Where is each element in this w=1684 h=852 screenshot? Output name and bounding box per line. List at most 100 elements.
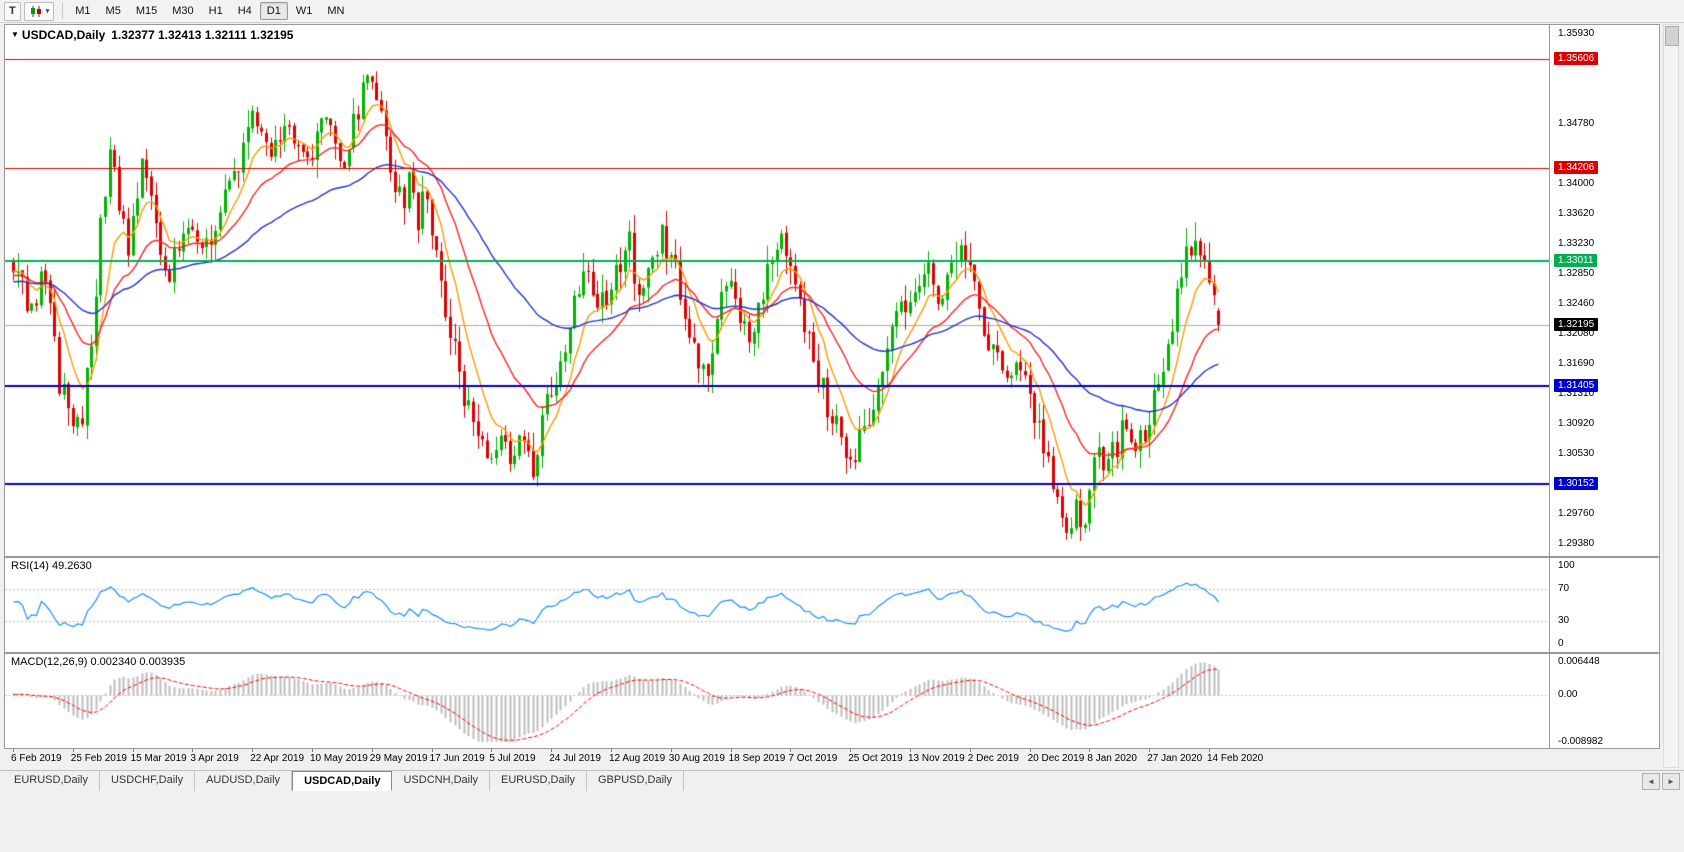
date-axis: 6 Feb 2019 25 Feb 2019 15 Mar 2019 3 Apr 20… bbox=[4, 749, 1660, 768]
date-tick bbox=[13, 749, 14, 752]
timeframe-button-m1[interactable]: M1 bbox=[75, 5, 91, 17]
date-tick bbox=[850, 749, 852, 752]
date-tick bbox=[371, 749, 373, 752]
price-tick-label: 1.31310 bbox=[1558, 387, 1595, 399]
rsi-axis: 100 70 30 0 bbox=[1549, 558, 1659, 652]
rsi-canvas[interactable] bbox=[5, 558, 1549, 652]
macd-canvas[interactable] bbox=[5, 654, 1549, 748]
date-tick bbox=[312, 749, 313, 752]
timeframe-button-h1[interactable]: H1 bbox=[208, 5, 223, 17]
symbol-t-button[interactable]: T bbox=[4, 1, 21, 21]
rsi-level-label: 0 bbox=[1558, 638, 1564, 649]
date-tick bbox=[192, 749, 194, 752]
price-tick-label: 1.30920 bbox=[1558, 418, 1595, 430]
macd-panel: MACD(12,26,9) 0.002340 0.003935 0.006448… bbox=[4, 653, 1660, 749]
date-label: 7 Oct 2019 bbox=[788, 753, 838, 764]
macd-level-label: 0.00 bbox=[1558, 689, 1578, 701]
date-label: 5 Jul 2019 bbox=[489, 753, 536, 764]
chart-tab-audusd[interactable]: AUDUSD,Daily bbox=[195, 771, 293, 791]
timeframe-button-mn[interactable]: MN bbox=[327, 5, 345, 17]
timeframe-button-m30[interactable]: M30 bbox=[172, 5, 194, 17]
toolbar-separator bbox=[62, 3, 64, 19]
rsi-level-label: 100 bbox=[1558, 560, 1575, 571]
price-tick-label: 1.34780 bbox=[1558, 117, 1595, 129]
date-label: 25 Oct 2019 bbox=[848, 753, 903, 764]
date-tick bbox=[431, 749, 433, 752]
bottom-tab-bar: EURUSD,Daily USDCHF,Daily AUDUSD,Daily USDC… bbox=[0, 770, 1684, 791]
macd-label: MACD(12,26,9) 0.002340 0.003935 bbox=[11, 656, 186, 668]
date-label: 13 Nov 2019 bbox=[908, 753, 965, 764]
rsi-level-label: 70 bbox=[1558, 583, 1570, 595]
price-tick-label: 1.30530 bbox=[1558, 448, 1595, 460]
date-tick bbox=[491, 749, 493, 752]
date-tick bbox=[611, 749, 612, 752]
date-label: 14 Feb 2020 bbox=[1207, 753, 1264, 764]
main-chart-panel: ▼ USDCAD,Daily 1.32377 1.32413 1.32111 1.3… bbox=[4, 24, 1660, 557]
date-tick bbox=[252, 749, 254, 752]
date-label: 20 Dec 2019 bbox=[1027, 753, 1085, 764]
date-tick bbox=[551, 749, 553, 752]
chart-tab-usdcnh[interactable]: USDCNH,Daily bbox=[392, 771, 491, 791]
tab-scroll-right-button[interactable]: ► bbox=[1662, 772, 1680, 790]
scrollbar-thumb[interactable] bbox=[1665, 26, 1679, 46]
timeframe-button-m5[interactable]: M5 bbox=[105, 5, 121, 17]
date-tick bbox=[1029, 749, 1031, 752]
date-label: 18 Sep 2019 bbox=[728, 753, 786, 764]
chart-tab-usdcad[interactable]: USDCAD,Daily bbox=[292, 771, 393, 791]
price-tick-label: 1.29760 bbox=[1558, 508, 1595, 520]
rsi-level-label: 30 bbox=[1558, 614, 1570, 626]
macd-axis: 0.006448 0.00 -0.008982 bbox=[1549, 654, 1659, 748]
chart-type-dropdown-button[interactable]: ▾ bbox=[23, 1, 55, 21]
timeframe-button-w1[interactable]: W1 bbox=[295, 5, 313, 17]
date-tick bbox=[72, 749, 74, 752]
chart-tab-usdchf[interactable]: USDCHF,Daily bbox=[100, 771, 196, 791]
date-tick bbox=[910, 749, 911, 752]
date-tick bbox=[790, 749, 792, 752]
date-label: 6 Feb 2019 bbox=[11, 753, 62, 764]
date-label: 24 Jul 2019 bbox=[549, 753, 601, 764]
timeframe-button-d1[interactable]: D1 bbox=[259, 2, 288, 20]
date-tick bbox=[670, 749, 672, 752]
price-tick-label: 1.34000 bbox=[1558, 178, 1595, 190]
date-label: 8 Jan 2020 bbox=[1087, 753, 1137, 764]
price-tick-label: 1.32080 bbox=[1558, 327, 1595, 339]
date-label: 27 Jan 2020 bbox=[1147, 753, 1203, 764]
price-tick-label: 1.32460 bbox=[1558, 298, 1595, 310]
t-icon: T bbox=[9, 5, 16, 17]
date-tick bbox=[969, 749, 971, 752]
chart-symbol-period: USDCAD,Daily bbox=[21, 28, 106, 42]
chart-ohlc-values: 1.32377 1.32413 1.32111 1.32195 bbox=[111, 28, 294, 42]
main-chart-canvas[interactable] bbox=[5, 25, 1549, 556]
chart-dropdown-arrow-icon[interactable]: ▼ bbox=[11, 30, 19, 39]
date-label: 25 Feb 2019 bbox=[70, 753, 127, 764]
level-price-label: 1.35606 bbox=[1554, 52, 1599, 66]
chart-tabs: EURUSD,Daily USDCHF,Daily AUDUSD,Daily USDC… bbox=[3, 771, 684, 791]
chart-tab-eurusd[interactable]: EURUSD,Daily bbox=[3, 771, 100, 791]
chart-tab-gbpusd[interactable]: GBPUSD,Daily bbox=[587, 771, 684, 791]
date-tick bbox=[1209, 749, 1210, 752]
date-label: 29 May 2019 bbox=[369, 753, 428, 764]
price-tick-label: 1.31690 bbox=[1558, 358, 1595, 370]
macd-level-label: -0.008982 bbox=[1558, 736, 1604, 747]
date-label: 12 Aug 2019 bbox=[609, 753, 666, 764]
macd-level-label: 0.006448 bbox=[1558, 656, 1600, 667]
rsi-label: RSI(14) 49.2630 bbox=[11, 560, 92, 572]
tab-scroll-left-button[interactable]: ◄ bbox=[1642, 772, 1660, 790]
price-tick-label: 1.32850 bbox=[1558, 267, 1595, 279]
candlestick-chart-icon bbox=[30, 5, 41, 17]
chart-tab-eurusd[interactable]: EURUSD,Daily bbox=[490, 771, 587, 791]
vertical-scrollbar[interactable] bbox=[1663, 24, 1679, 768]
price-tick-label: 1.33620 bbox=[1558, 207, 1595, 219]
timeframe-buttons: M1 M5 M15 M30 H1 H4 D1 W1 MN bbox=[68, 2, 352, 20]
price-tick-label: 1.33230 bbox=[1558, 238, 1595, 250]
date-label: 22 Apr 2019 bbox=[250, 753, 305, 764]
rsi-panel: RSI(14) 49.2630 100 70 30 0 bbox=[4, 557, 1660, 653]
date-tick bbox=[1089, 749, 1091, 752]
current-price-label: 1.32195 bbox=[1554, 317, 1599, 331]
timeframe-button-m15[interactable]: M15 bbox=[135, 5, 158, 17]
chart-title: ▼ USDCAD,Daily 1.32377 1.32413 1.32111 1.3… bbox=[11, 28, 293, 42]
price-tick-label: 1.29380 bbox=[1558, 538, 1595, 549]
level-price-label: 1.33011 bbox=[1554, 254, 1598, 268]
timeframe-button-h4[interactable]: H4 bbox=[237, 5, 252, 17]
level-price-label: 1.30152 bbox=[1554, 476, 1599, 490]
